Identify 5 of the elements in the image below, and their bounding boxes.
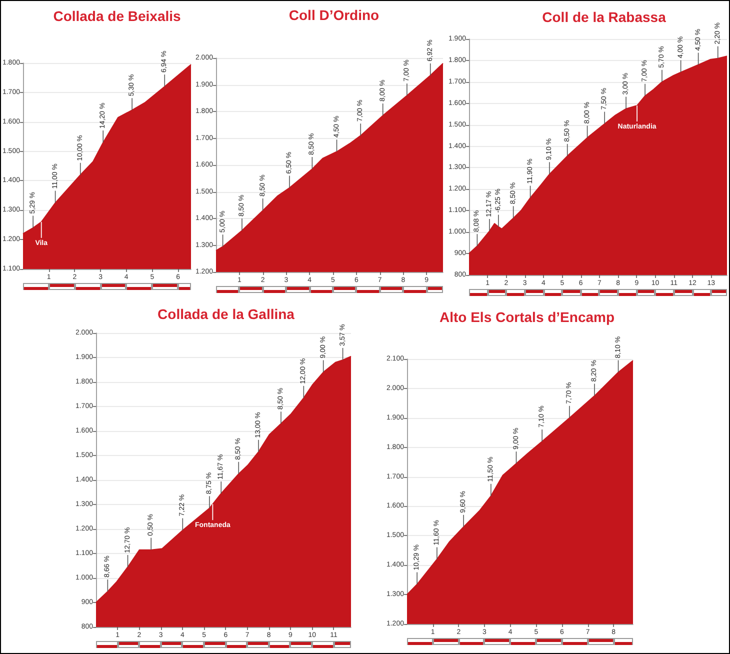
chart-title: Collada de Beixalis	[53, 8, 182, 24]
chart-title: Coll D’Ordino	[288, 7, 380, 23]
chart-title: Alto Els Cortals d’Encamp	[439, 309, 615, 325]
chart-title: Collada de la Gallina	[158, 306, 295, 322]
chart-title: Coll de la Rabassa	[542, 9, 666, 25]
